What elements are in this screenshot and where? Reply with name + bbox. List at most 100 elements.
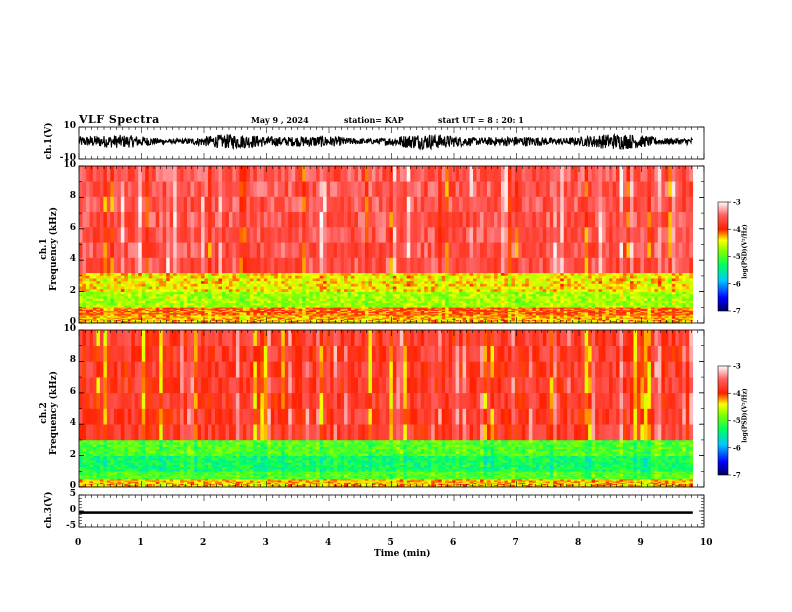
spectrogram-cell-band-2 bbox=[424, 302, 429, 306]
spectrogram-cell-band-3 bbox=[246, 288, 251, 292]
spectrogram-cell-band-1 bbox=[511, 308, 516, 310]
spectrogram-cell-band-2 bbox=[106, 300, 111, 304]
spectrogram-cell-band-3 bbox=[378, 283, 383, 287]
spectrogram-cell-band-3 bbox=[647, 275, 652, 279]
spectrogram-cell-band-1 bbox=[323, 311, 327, 314]
spectrogram-cell-band-2 bbox=[319, 291, 324, 295]
spectrogram-cell-band-3 bbox=[399, 283, 404, 287]
spectrogram-cell-band-1 bbox=[378, 312, 383, 315]
spectrogram-cell-band-3 bbox=[201, 283, 205, 287]
spectrogram-cell-band-1 bbox=[431, 312, 435, 315]
spectrogram-cell-band-4 bbox=[162, 257, 167, 274]
spectrogram-cell-band-2 bbox=[598, 293, 603, 297]
spectrogram-cell-band-2 bbox=[462, 300, 467, 304]
spectrogram-cell-band-2 bbox=[577, 298, 582, 301]
spectrogram-cell-band-2 bbox=[535, 300, 540, 304]
spectrogram-cell-band-1 bbox=[221, 309, 226, 311]
spectrogram-cell-band-2 bbox=[371, 298, 376, 301]
spectrogram-cell-band-1 bbox=[145, 309, 150, 311]
spectrogram-cell-band-0 bbox=[438, 316, 442, 318]
spectrogram-cell-band-0 bbox=[305, 321, 310, 324]
spectrogram-cell-band-3 bbox=[96, 288, 101, 292]
spectrogram-cell-band-0 bbox=[668, 321, 673, 324]
spectrogram-cell-band-2 bbox=[455, 302, 460, 306]
spectrogram-cell-band-3 bbox=[664, 275, 669, 279]
spectrogram-cell-band-0 bbox=[270, 315, 275, 317]
spectrogram-cell-band-2 bbox=[493, 300, 498, 304]
spectrogram-cell-band-1 bbox=[553, 310, 558, 313]
spectrogram-cell-band-1 bbox=[124, 310, 129, 313]
spectrogram-cell-band-2 bbox=[476, 305, 481, 308]
spectrogram-cell-band-2 bbox=[298, 298, 303, 301]
spectrogram-cell-band-3 bbox=[420, 288, 425, 292]
spectrogram-cell-band-0 bbox=[664, 318, 669, 320]
spectrogram-cell-band-1 bbox=[424, 310, 429, 313]
spectrogram-cell-band-3 bbox=[668, 286, 673, 290]
spectrogram-cell-band-1 bbox=[609, 307, 613, 309]
spectrogram-cell-band-0 bbox=[291, 318, 296, 320]
spectrogram-cell-band-0 bbox=[127, 315, 132, 317]
spectrogram-cell-band-1 bbox=[455, 310, 460, 313]
spectrogram-cell-band-2 bbox=[671, 298, 676, 301]
spectrogram-cell-band-2 bbox=[636, 291, 641, 295]
spectrogram-cell-band-3 bbox=[92, 278, 97, 282]
spectrogram-cell-band-4 bbox=[312, 257, 317, 274]
spectrogram-cell-band-1 bbox=[284, 310, 289, 313]
spectrogram-cell-band-2 bbox=[609, 300, 613, 304]
spectrogram-cell-band-3 bbox=[598, 278, 603, 282]
spectrogram-cell-band-3 bbox=[354, 283, 359, 287]
spectrogram-cell-band-2 bbox=[298, 302, 303, 306]
spectrogram-cell-band-3 bbox=[267, 286, 272, 290]
spectrogram-cell-band-2 bbox=[678, 305, 683, 308]
spectrogram-cell-band-2 bbox=[183, 293, 188, 297]
spectrogram-cell-band-2 bbox=[347, 291, 352, 295]
spectrogram-cell-band-0 bbox=[584, 320, 589, 323]
spectrogram-cell-band-2 bbox=[452, 305, 456, 308]
spectrogram-cell-band-2 bbox=[623, 293, 627, 297]
spectrogram-cell-band-2 bbox=[431, 296, 435, 299]
spectrogram-cell-band-2 bbox=[134, 305, 139, 308]
spectrogram-cell-band-0 bbox=[368, 316, 373, 318]
spectrogram-cell-band-1 bbox=[459, 308, 463, 310]
spectrogram-cell-band-1 bbox=[612, 312, 617, 315]
spectrogram-cell-band-3 bbox=[190, 275, 195, 279]
spectrogram-cell-band-0 bbox=[211, 318, 216, 320]
spectrogram-cell-band-2 bbox=[570, 305, 575, 308]
spectrogram-cell-band-1 bbox=[239, 314, 244, 316]
spectrogram-cell-band-2 bbox=[473, 305, 477, 308]
spectrogram-cell-band-2 bbox=[316, 296, 320, 299]
spectrogram-cell-band-2 bbox=[246, 291, 251, 295]
spectrogram-cell-band-1 bbox=[434, 314, 439, 316]
spectrogram-cell-band-1 bbox=[166, 310, 170, 313]
spectrogram-cell-band-1 bbox=[668, 310, 673, 313]
spectrogram-cell-band-1 bbox=[357, 307, 362, 309]
spectrogram-cell-band-0 bbox=[357, 316, 362, 318]
spectrogram-cell-band-2 bbox=[211, 302, 216, 306]
spectrogram-cell-band-1 bbox=[312, 314, 317, 316]
spectrogram-cell-band-2 bbox=[588, 291, 592, 295]
spectrogram-cell-band-3 bbox=[584, 272, 589, 276]
spectrogram-cell-band-3 bbox=[208, 275, 212, 279]
spectrogram-cell-band-0 bbox=[284, 315, 289, 317]
spectrogram-cell-band-0 bbox=[595, 316, 599, 318]
spectrogram-cell-band-0 bbox=[643, 315, 648, 317]
spectrogram-cell-band-1 bbox=[480, 311, 484, 314]
spectrogram-cell-band-0 bbox=[682, 316, 687, 318]
spectrogram-cell-band-0 bbox=[364, 319, 369, 322]
spectrogram-cell-band-2 bbox=[382, 293, 387, 297]
spectrogram-cell-band-1 bbox=[514, 311, 519, 314]
spectrogram-cell-band-2 bbox=[239, 302, 244, 306]
spectrogram-cell-band-2 bbox=[403, 302, 408, 306]
spectrogram-cell-band-0 bbox=[609, 319, 613, 322]
spectrogram-cell-band-1 bbox=[246, 309, 251, 311]
spectrogram-cell-band-2 bbox=[675, 293, 680, 297]
spectrogram-cell-band-3 bbox=[612, 275, 617, 279]
spectrogram-cell-band-3 bbox=[431, 272, 435, 276]
spectrogram-cell-band-1 bbox=[535, 312, 540, 315]
spectrogram-cell-band-2 bbox=[99, 300, 104, 304]
spectrogram-cell-band-3 bbox=[120, 272, 125, 276]
spectrogram-cell-band-0 bbox=[539, 315, 544, 317]
spectrogram-cell-band-0 bbox=[678, 316, 683, 318]
spectrogram-cell-band-1 bbox=[661, 314, 666, 316]
spectrogram-cell-band-2 bbox=[190, 293, 195, 297]
